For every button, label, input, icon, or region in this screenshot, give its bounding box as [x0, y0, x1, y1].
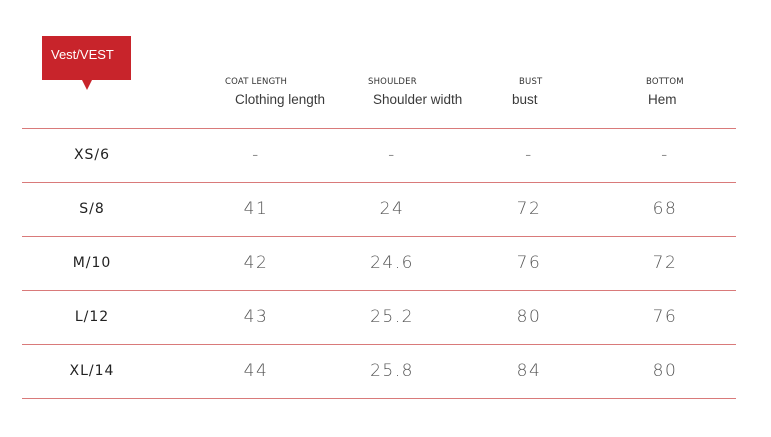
column-header-coat-length: COAT LENGTH Clothing length	[225, 76, 325, 109]
coat-length-cell: 43	[243, 307, 269, 327]
bottom-cell: 68	[652, 199, 678, 219]
table-row-l: L/12 43 25.2 80 76	[22, 291, 736, 344]
size-cell: XS/6	[73, 147, 111, 163]
table-row-xl: XL/14 44 25.8 84 80	[22, 345, 736, 398]
size-cell: XL/14	[69, 363, 115, 379]
row-divider	[22, 290, 736, 291]
row-divider	[22, 128, 736, 129]
bust-cell: 80	[516, 307, 542, 327]
size-cell: S/8	[79, 201, 105, 217]
bust-cell: -	[525, 145, 533, 165]
row-divider	[22, 344, 736, 345]
column-header-bust: BUST bust	[512, 76, 542, 109]
bottom-cell: 80	[652, 361, 678, 381]
table-row-xs: XS/6 - - - -	[22, 129, 736, 182]
column-description: bust	[512, 92, 538, 107]
coat-length-cell: 41	[243, 199, 269, 219]
shoulder-cell: 24	[379, 199, 405, 219]
row-divider	[22, 182, 736, 183]
column-code: COAT LENGTH	[225, 77, 288, 87]
shoulder-cell: 25.2	[370, 307, 414, 327]
shoulder-cell: -	[388, 145, 396, 165]
bottom-cell: 72	[652, 253, 678, 273]
size-cell: L/12	[74, 309, 110, 325]
column-code: SHOULDER	[368, 77, 417, 87]
column-description: Hem	[648, 92, 677, 107]
coat-length-cell: -	[252, 145, 260, 165]
column-code: BOTTOM	[646, 77, 684, 87]
column-description: Shoulder width	[373, 92, 463, 107]
table-row-m: M/10 42 24.6 76 72	[22, 237, 736, 290]
column-code: BUST	[519, 77, 543, 87]
column-header-bottom: BOTTOM Hem	[646, 76, 684, 109]
bottom-cell: -	[661, 145, 669, 165]
table-row-s: S/8 41 24 72 68	[22, 183, 736, 236]
coat-length-cell: 44	[243, 361, 269, 381]
column-header-shoulder: SHOULDER Shoulder width	[368, 76, 462, 109]
size-cell: M/10	[72, 255, 112, 271]
shoulder-cell: 24.6	[370, 253, 414, 273]
bottom-cell: 76	[652, 307, 678, 327]
bust-cell: 76	[516, 253, 542, 273]
garment-type-tag: Vest/VEST	[42, 36, 131, 80]
coat-length-cell: 42	[243, 253, 269, 273]
row-divider	[22, 236, 736, 237]
shoulder-cell: 25.8	[370, 361, 414, 381]
size-table: XS/6 - - - - S/8 41 24 72 68 M/10 42 24.…	[22, 128, 736, 399]
garment-type-label: Vest/VEST	[51, 47, 114, 62]
row-divider	[22, 398, 736, 399]
tag-pointer-icon	[82, 80, 92, 90]
column-description: Clothing length	[235, 92, 326, 107]
bust-cell: 84	[516, 361, 542, 381]
bust-cell: 72	[516, 199, 542, 219]
